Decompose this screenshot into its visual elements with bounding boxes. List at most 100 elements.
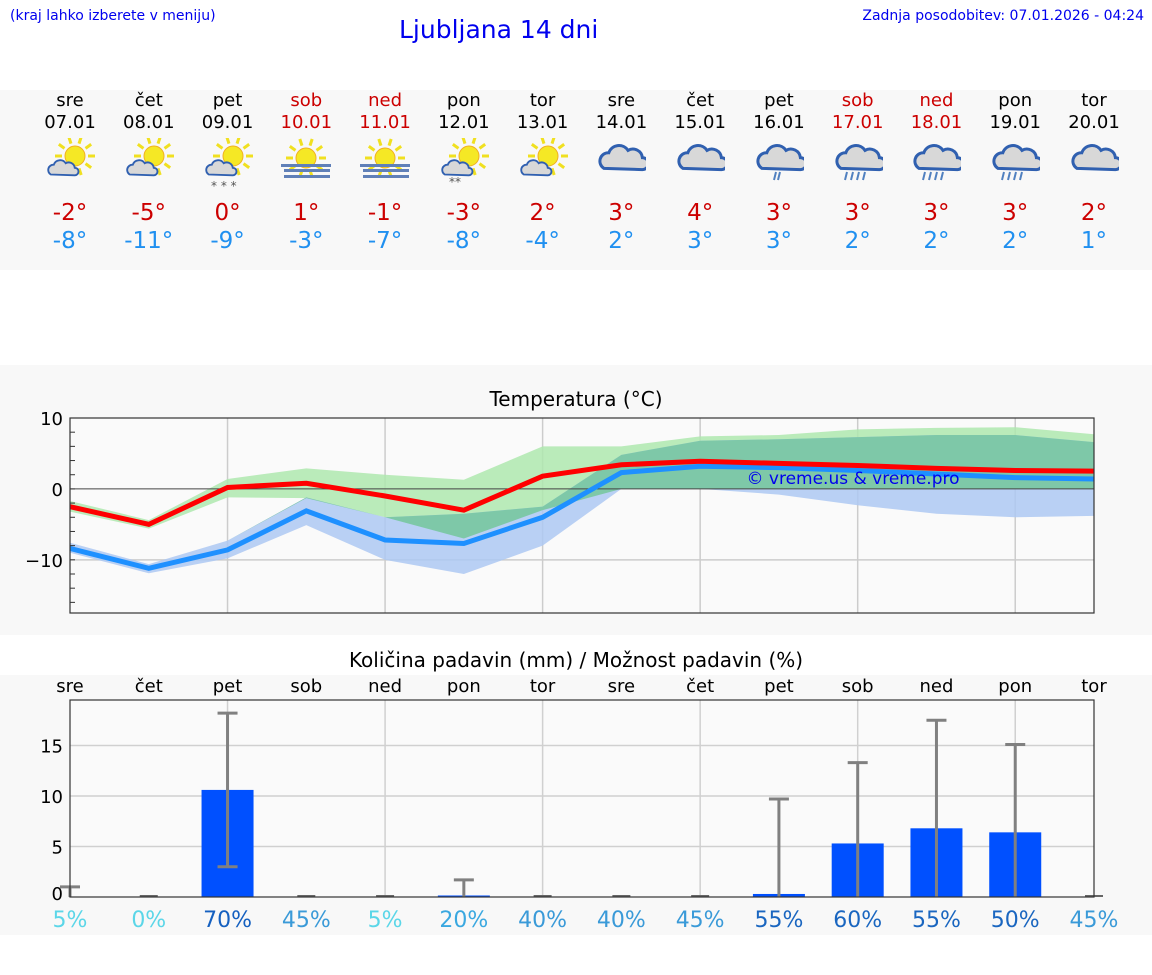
day-column: pet 09.01 * * * 0° -9°: [189, 90, 267, 270]
y-tick-label: 15: [40, 736, 63, 757]
max-temp-line: [69, 458, 1095, 527]
min-temp: -4°: [525, 228, 560, 254]
day-date: 12.01: [438, 112, 490, 133]
precip-probability: 5%: [368, 908, 403, 933]
max-temp: 3°: [844, 200, 871, 226]
sun-cloud-light-snow-icon: **: [439, 136, 489, 189]
cloud-light-rain-icon: [754, 138, 808, 188]
day-label: pon: [998, 676, 1032, 697]
sun-cloud-icon: [518, 136, 568, 188]
day-date: 19.01: [989, 112, 1041, 133]
day-label: čet: [135, 676, 163, 697]
max-temp: 1°: [293, 200, 320, 226]
cloud-icon: [675, 138, 730, 188]
day-column: sre 07.01 -2° -8°: [31, 90, 109, 270]
max-temp: 2°: [1080, 200, 1108, 226]
y-tick-label: 10: [40, 787, 63, 808]
day-column: ned 11.01 -1° -7°: [346, 90, 424, 270]
day-date: 14.01: [595, 112, 648, 133]
precip-probability: 5%: [53, 908, 88, 933]
min-temp: 1°: [1080, 228, 1108, 254]
min-temp: -8°: [52, 228, 88, 254]
precip-probability: 0%: [131, 908, 166, 933]
day-label: sob: [290, 676, 322, 697]
min-temp: -3°: [289, 228, 324, 254]
precip-probability: 55%: [754, 908, 803, 933]
day-column: pet 16.01 3° 3°: [740, 90, 818, 270]
daily-forecast-strip: sre 07.01 -2° -8° čet 08.01 -5° -11° pet 09.01 * *…: [0, 90, 1152, 270]
min-temp: -11°: [124, 228, 174, 254]
min-temp: 2°: [608, 228, 635, 254]
max-temp: 3°: [765, 200, 792, 226]
day-column: sre 14.01 3° 2°: [582, 90, 660, 270]
cloud-icon: [596, 138, 651, 188]
y-tick-label: 0: [52, 884, 63, 905]
day-label: tor: [530, 676, 556, 697]
min-temp: 3°: [687, 228, 714, 254]
day-label: sre: [56, 676, 83, 697]
day-name: pon: [998, 90, 1033, 111]
max-temp: 4°: [687, 200, 714, 226]
y-tick-label: −10: [25, 551, 63, 572]
day-column: čet 08.01 -5° -11°: [110, 90, 188, 270]
max-temp: 3°: [1002, 200, 1029, 226]
day-name: tor: [1081, 90, 1107, 111]
precip-probability: 50%: [991, 908, 1040, 933]
day-date: 07.01: [44, 112, 96, 133]
sun-fog-icon: [360, 138, 411, 188]
day-date: 18.01: [910, 112, 963, 133]
precipitation-chart: sre čet pet sob ned pon tor sre čet pet sob ned pon t…: [40, 676, 1118, 933]
day-column: pon 12.01 ** -3° -8°: [425, 90, 503, 270]
precip-probability: 60%: [833, 908, 882, 933]
min-temp: 2°: [844, 228, 871, 254]
sun-cloud-snow-icon: * * *: [203, 136, 253, 193]
precip-probability: 55%: [912, 908, 961, 933]
day-label: tor: [1081, 676, 1107, 697]
day-name: ned: [919, 90, 954, 111]
precip-probability: 45%: [676, 908, 725, 933]
temperature-chart-title: Temperatura (°C): [489, 387, 663, 411]
day-date: 13.01: [516, 112, 569, 133]
max-temp: 3°: [923, 200, 950, 226]
watermark: © vreme.us & vreme.pro: [746, 469, 959, 489]
max-temp: 2°: [529, 200, 556, 226]
max-temp: 3°: [608, 200, 635, 226]
y-tick-label: 10: [40, 409, 63, 430]
day-date: 16.01: [753, 112, 805, 133]
day-date: 15.01: [674, 112, 726, 133]
svg-text:**: **: [449, 175, 461, 188]
day-date: 09.01: [201, 112, 254, 133]
day-column: pon 19.01 3° 2°: [976, 90, 1054, 270]
min-temp: 2°: [923, 228, 950, 254]
day-date: 17.01: [831, 112, 884, 133]
page-title: Ljubljana 14 dni: [399, 15, 599, 44]
day-label: ned: [368, 676, 402, 697]
day-date: 10.01: [280, 112, 333, 133]
cloud-rain-icon: [911, 138, 966, 188]
day-date: 11.01: [359, 112, 411, 133]
cloud-icon: [1069, 138, 1123, 188]
sun-cloud-icon: [124, 136, 174, 188]
day-column: ned 18.01 3° 2°: [897, 90, 975, 270]
max-temp: -5°: [131, 200, 166, 226]
precip-probability: 40%: [597, 908, 646, 933]
day-name: pet: [764, 90, 794, 111]
svg-text:* * *: * * *: [211, 179, 237, 188]
day-column: tor 20.01 2° 1°: [1055, 90, 1133, 270]
plot-frame: [69, 417, 1095, 614]
last-updated: Zadnja posodobitev: 07.01.2026 - 04:24: [862, 8, 1144, 24]
day-name: sob: [290, 90, 323, 111]
day-label: pet: [764, 676, 794, 697]
day-label: sob: [842, 676, 874, 697]
precipitation-chart-title: Količina padavin (mm) / Možnost padavin …: [348, 648, 804, 672]
day-column: tor 13.01 2° -4°: [504, 90, 582, 270]
min-temp: 2°: [1002, 228, 1029, 254]
min-temp: -7°: [367, 228, 403, 254]
day-name: tor: [529, 90, 556, 111]
day-name: sre: [607, 90, 636, 111]
y-tick-label: 5: [52, 837, 63, 858]
day-name: pon: [446, 90, 481, 111]
day-label: pet: [213, 676, 243, 697]
day-label: sre: [608, 676, 635, 697]
day-name: sob: [841, 90, 874, 111]
